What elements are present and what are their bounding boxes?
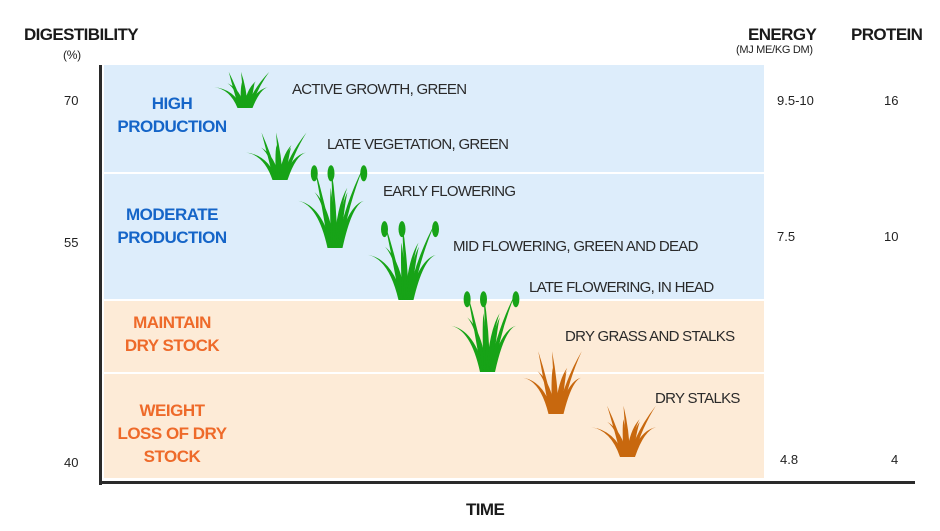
grass-blade [407,222,436,300]
protein-value: 16 [884,93,899,108]
grass-blade [556,371,567,414]
grass-blade [280,147,291,180]
grass-blade [628,405,656,457]
grass-blade [630,427,656,457]
zone-label: WEIGHT LOSS OF DRY STOCK [107,399,237,468]
grass-blade [246,71,270,108]
seed-head [360,165,368,182]
zone-line: LOSS OF DRY [117,424,227,443]
grass-blade [467,317,488,372]
y-tick: 70 [64,93,79,108]
grass-blade [337,200,364,248]
grass-blade [558,377,581,414]
zone-line: PRODUCTION [117,117,227,136]
energy-unit: (MJ ME/KG DM) [736,44,813,56]
y-axis-line [99,65,102,485]
grass-blade [281,132,307,180]
stage-label: DRY STALKS [655,390,740,407]
protein-title: PROTEIN [851,25,923,44]
protein-value: 10 [884,229,899,244]
grass-blade [557,351,582,414]
flowering-grass-icon [368,221,439,300]
grass-blade [314,192,335,248]
x-axis-title: TIME [466,500,505,519]
seed-head [381,221,388,238]
y-tick: 40 [64,455,79,470]
grass-blade [537,371,556,414]
grass-blade [487,317,500,372]
band-moderate-production [104,174,764,299]
stage-label: DRY GRASS AND STALKS [565,328,735,345]
grass-blade [408,254,436,300]
grass-blade [214,87,243,108]
energy-title: ENERGY [748,25,817,44]
zone-label: HIGH PRODUCTION [107,92,237,138]
grass-blade [261,147,280,180]
protein-value: 4 [891,452,899,467]
y-axis-title: DIGESTIBILITY [24,25,139,44]
band-weight-loss [104,374,764,478]
seed-head [463,291,471,308]
seed-head [398,221,406,238]
grass-blade [336,166,364,248]
zone-line: PRODUCTION [117,228,227,247]
zone-line: MODERATE [125,205,219,224]
zone-line: STOCK [143,447,201,466]
zone-line: WEIGHT [139,401,206,420]
energy-value: 7.5 [777,229,796,244]
zone-label: MODERATE PRODUCTION [107,203,237,249]
stage-label: ACTIVE GROWTH, GREEN [292,81,467,98]
seed-head [310,165,318,182]
stage-label: EARLY FLOWERING [383,183,516,200]
y-tick: 55 [64,235,79,250]
seed-head [327,165,335,182]
stage-label: LATE FLOWERING, IN HEAD [529,279,714,296]
grass-blade [227,83,245,108]
energy-value: 9.5-10 [777,93,814,108]
dry-grass-icon [591,405,656,457]
zone-line: DRY STOCK [124,336,220,355]
seed-head [512,291,520,308]
grass-blade [247,87,268,108]
grass-blade [282,152,306,180]
stage-label: MID FLOWERING, GREEN AND DEAD [453,238,698,255]
green-grass-icon [214,71,270,108]
zone-line: HIGH [151,94,193,113]
band-maintain-dry-stock [104,301,764,372]
flowering-grass-icon [298,165,368,248]
grass-blade [385,246,406,300]
zone-label: MAINTAIN DRY STOCK [107,311,237,357]
stage-label: LATE VEGETATION, GREEN [327,136,509,153]
grass-blade [245,83,255,108]
y-axis-unit: (%) [63,48,81,62]
dry-grass-icon [523,351,582,414]
x-axis-line [99,481,915,484]
grass-blade [488,292,516,372]
zone-line: MAINTAIN [133,313,211,332]
band-high-production [104,65,764,172]
seed-head [480,291,487,308]
green-grass-icon [246,132,307,180]
grass-blade [607,421,628,457]
seed-head [432,221,439,238]
grass-blade [406,246,419,300]
grass-blade [627,421,640,457]
flowering-grass-icon [451,291,520,372]
grass-blade [490,325,516,372]
energy-value: 4.8 [780,452,799,467]
grass-blade [335,192,348,248]
